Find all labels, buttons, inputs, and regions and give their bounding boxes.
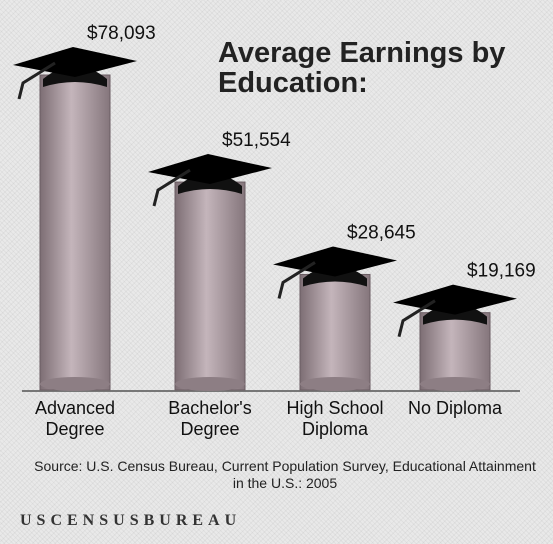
value-label: $28,645 [347, 222, 416, 243]
x-tick-label: No Diploma [407, 398, 503, 418]
cap-tassel [397, 299, 436, 338]
cap-board [393, 284, 517, 315]
bar [174, 181, 246, 391]
cap-tassel [152, 168, 191, 207]
cap-board [13, 47, 137, 77]
bar-base [420, 377, 490, 391]
source: Source: U.S. Census Bureau, Current Popu… [34, 458, 536, 491]
value-label: $51,554 [222, 130, 291, 151]
bar-base [300, 377, 370, 391]
value-label: $19,169 [467, 261, 536, 282]
x-tick-label: Bachelor's Degree [168, 398, 252, 439]
cap-board [273, 246, 397, 277]
cap-board [148, 154, 272, 185]
footer: USCENSUSBUREAU [20, 512, 242, 529]
x-tick-label: High School Diploma [286, 398, 384, 439]
value-label: $78,093 [87, 23, 156, 44]
bar [299, 273, 371, 391]
x-tick-label: Advanced Degree [34, 398, 116, 439]
bar [39, 74, 111, 391]
bar-base [40, 377, 110, 391]
cap-tassel [277, 261, 316, 299]
bar-base [175, 377, 245, 391]
cap-tassel [17, 61, 56, 100]
chart-title: Average Earnings by Education: [218, 37, 506, 100]
